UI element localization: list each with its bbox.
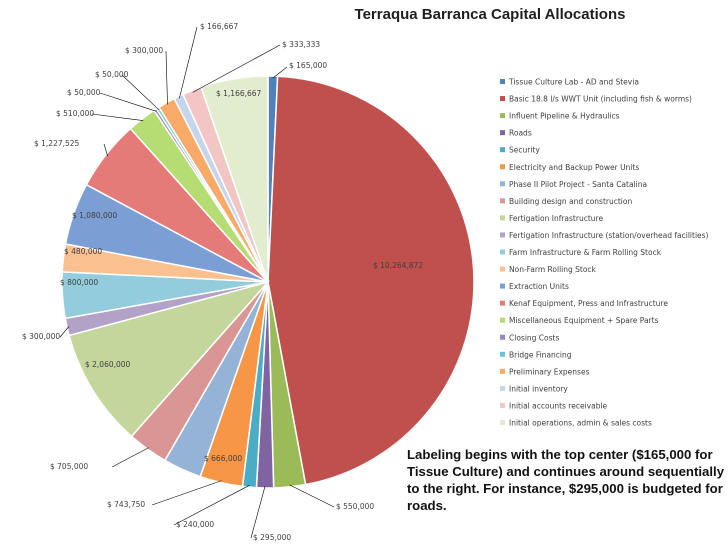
legend-label: Bridge Financing <box>509 350 572 359</box>
data-label: $ 800,000 <box>60 278 98 287</box>
legend-swatch <box>500 198 505 204</box>
legend-label: Influent Pipeline & Hydraulics <box>509 112 620 121</box>
legend-label: Tissue Culture Lab - AD and Stevia <box>508 78 639 87</box>
leader-line <box>250 485 266 539</box>
legend-label: Fertigation Infrastructure (station/over… <box>509 231 709 240</box>
data-label: $ 480,000 <box>64 247 102 256</box>
legend-label: Security <box>509 146 540 155</box>
legend-label: Non-Farm Rolling Stock <box>509 265 597 274</box>
leader-line <box>173 484 250 526</box>
leader-line <box>151 480 222 506</box>
legend-swatch <box>500 130 505 136</box>
legend-swatch <box>500 79 505 84</box>
legend-label: Miscellaneous Equipment + Spare Parts <box>509 316 659 325</box>
data-label: $ 666,000 <box>204 454 242 463</box>
legend-label: Preliminary Expenses <box>509 367 590 376</box>
chart-title: Terraqua Barranca Capital Allocations <box>355 6 626 23</box>
legend-swatch <box>500 96 505 102</box>
legend-label: Fertigation Infrastructure <box>509 214 603 223</box>
pie-slices <box>61 75 475 489</box>
pie-slice <box>200 75 269 283</box>
legend-label: Kenaf Equipment, Press and Infrastructur… <box>509 299 668 308</box>
legend-swatch <box>500 317 505 323</box>
legend-label: Initial operations, admin & sales costs <box>509 419 652 428</box>
legend-label: Phase II Pilot Project - Santa Catalina <box>509 180 647 189</box>
legend-swatch <box>500 215 505 221</box>
legend-swatch <box>500 334 505 340</box>
legend-swatch <box>500 368 505 374</box>
legend-label: Electricity and Backup Power Units <box>509 163 639 172</box>
legend-swatch <box>500 266 505 272</box>
leader-line <box>192 44 281 93</box>
data-label: $ 743,750 <box>107 500 145 509</box>
leader-lines <box>59 26 335 539</box>
data-label: $ 550,000 <box>336 502 374 511</box>
leader-line <box>91 113 144 121</box>
data-label: $ 705,000 <box>50 462 88 471</box>
legend-swatch <box>500 385 505 391</box>
legend-label: Initial inventory <box>509 384 568 393</box>
data-label: $ 510,000 <box>56 109 94 118</box>
legend: Tissue Culture Lab - AD and Stevia Basic … <box>500 78 709 428</box>
legend-swatch <box>500 300 505 306</box>
data-label: $ 2,060,000 <box>85 360 131 369</box>
legend-swatch <box>500 249 505 255</box>
data-label: $ 333,333 <box>282 40 320 49</box>
data-labels: $ 165,000 $ 10,264,872 $ 550,000 $ 295,000 $… <box>22 22 423 542</box>
leader-line <box>59 326 70 338</box>
data-label: $ 295,000 <box>253 533 291 542</box>
legend-swatch <box>500 402 505 408</box>
data-label: $ 50,000 <box>95 70 129 79</box>
leader-line <box>289 484 335 508</box>
leader-line <box>121 74 160 110</box>
legend-label: Farm Infrastructure & Farm Rolling Stock <box>509 248 662 257</box>
annotation-note: Labeling begins with the top center ($16… <box>407 447 725 513</box>
data-label: $ 300,000 <box>125 46 163 55</box>
data-label: $ 240,000 <box>176 520 214 529</box>
legend-swatch <box>500 181 505 187</box>
data-label: $ 300,000 <box>22 332 60 341</box>
leader-line <box>111 447 149 468</box>
data-label: $ 1,227,525 <box>34 139 80 148</box>
leader-line <box>165 50 168 105</box>
legend-label: Extraction Units <box>509 282 569 291</box>
leader-line <box>103 143 108 157</box>
data-label: $ 165,000 <box>289 61 327 70</box>
legend-label: Roads <box>509 129 532 138</box>
leader-line <box>272 66 288 79</box>
leader-line <box>179 26 198 99</box>
data-label: $ 1,080,000 <box>72 211 118 220</box>
pie-slice <box>68 280 271 438</box>
leader-line <box>99 92 157 112</box>
data-label: $ 1,166,667 <box>216 89 262 98</box>
legend-swatch <box>500 232 505 238</box>
legend-swatch <box>500 147 505 153</box>
data-label: $ 10,264,872 <box>373 261 423 270</box>
legend-swatch <box>500 164 505 170</box>
legend-label: Initial accounts receivable <box>509 401 608 410</box>
legend-swatch <box>500 351 505 357</box>
legend-swatch <box>500 420 505 425</box>
data-label: $ 166,667 <box>200 22 238 31</box>
pie-slice <box>267 75 475 486</box>
legend-label: Basic 18.8 l/s WWT Unit (including fish … <box>509 95 692 104</box>
legend-swatch <box>500 113 505 119</box>
legend-label: Closing Costs <box>509 333 559 342</box>
legend-label: Building design and construction <box>509 197 632 206</box>
legend-swatch <box>500 283 505 289</box>
data-label: $ 50,000 <box>67 88 101 97</box>
